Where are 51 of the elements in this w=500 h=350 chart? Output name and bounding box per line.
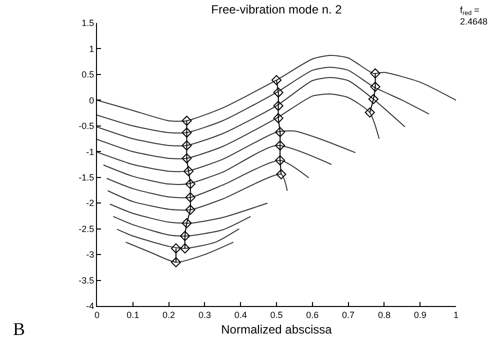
point [182, 128, 192, 138]
x-tick-label: 0.9 [414, 310, 426, 320]
x-tick-label: 0.1 [126, 310, 140, 320]
point [170, 243, 182, 254]
point [275, 140, 286, 151]
chart-title: Free-vibration mode n. 2 [211, 2, 342, 17]
x-tick-label: 1 [453, 310, 459, 320]
x-axis-title: Normalized abscissa [221, 322, 332, 337]
x-tick-label: 0.4 [234, 310, 247, 320]
point [185, 204, 196, 215]
y-tick-label: -2 [86, 198, 94, 208]
point [275, 127, 286, 138]
text: B [13, 319, 26, 339]
point [273, 100, 284, 111]
point [370, 82, 380, 92]
x-tick-label: 0.2 [162, 310, 176, 320]
y-tick-label: -2.5 [78, 224, 94, 234]
point [276, 169, 286, 180]
point [180, 230, 190, 242]
point [182, 153, 192, 164]
point [275, 155, 286, 166]
y-tick-label: -3.5 [78, 275, 94, 286]
text: f$_{red}$ = 2.4648 [460, 5, 488, 27]
point [170, 257, 182, 268]
x-tick-label: 0.3 [198, 310, 211, 320]
y-tick-label: 0 [89, 95, 94, 106]
y-tick-label: 1.5 [82, 18, 94, 28]
point [273, 87, 284, 98]
x-tick-label: 0.7 [342, 310, 355, 320]
y-tick-label: -1 [86, 146, 94, 157]
point [182, 218, 192, 228]
y-tick-label: -3 [86, 250, 94, 260]
y-tick-label: -1.5 [78, 172, 94, 183]
point [273, 113, 284, 124]
point [368, 94, 378, 104]
point [185, 192, 196, 202]
y-tick-label: 1 [89, 44, 94, 54]
x-tick-label: 0.6 [306, 310, 319, 320]
y-tick-label: 0.5 [82, 70, 94, 80]
y-tick-label: -0.5 [78, 121, 94, 132]
point [185, 179, 196, 190]
x-tick-label: 0.5 [270, 310, 283, 320]
x-tick-label: 0.8 [378, 310, 390, 320]
point [370, 68, 380, 78]
point [184, 166, 194, 176]
point [364, 107, 375, 118]
point [271, 75, 282, 86]
point [182, 140, 192, 151]
point [180, 243, 190, 254]
y-tick-label: -4 [86, 301, 94, 312]
point [182, 116, 192, 126]
